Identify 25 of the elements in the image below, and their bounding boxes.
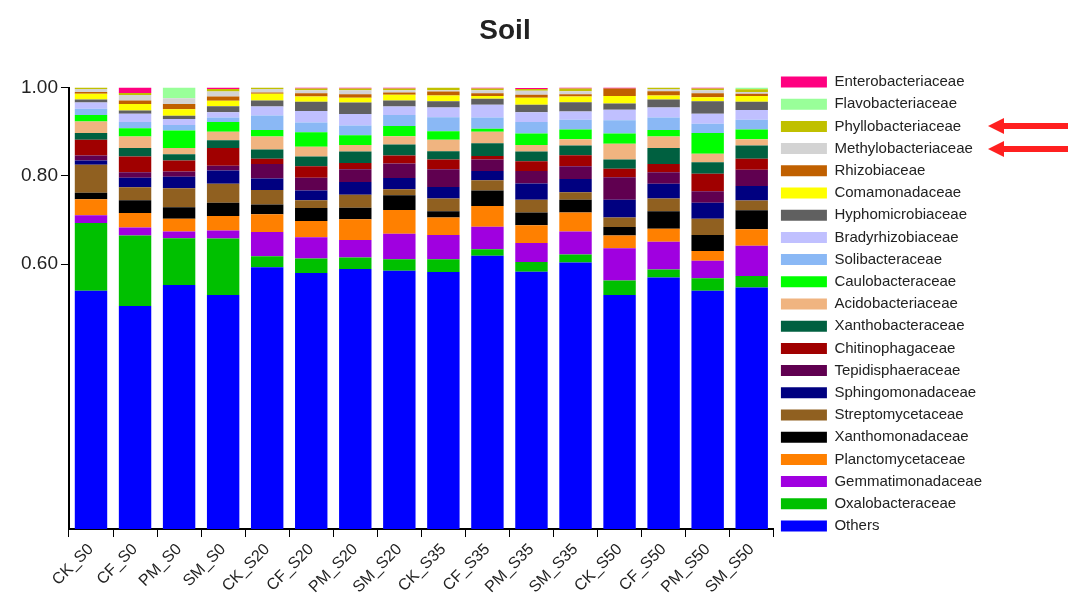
legend-label: Oxalobacteraceae <box>834 493 957 511</box>
y-tick-label: 0.80 <box>21 164 58 186</box>
legend-label: Streptomycetaceae <box>834 405 964 423</box>
legend-label: Others <box>834 516 880 534</box>
y-tick-label: 1.00 <box>21 75 58 97</box>
legend-label: Xanthomonadaceae <box>834 427 969 445</box>
legend-label: Hyphomicrobiaceae <box>834 205 967 223</box>
legend-label: Chitinophagaceae <box>834 338 956 356</box>
legend-label: Caulobacteraceae <box>834 271 957 289</box>
legend-label: Solibacteraceae <box>834 249 942 267</box>
legend-label: Gemmatimonadaceae <box>834 471 982 489</box>
legend-label: Phyllobacteriaceae <box>834 116 962 134</box>
legend-label: Tepidisphaeraceae <box>834 360 961 378</box>
legend-label: Rhizobiaceae <box>834 160 926 178</box>
legend-label: Planctomycetaceae <box>834 449 966 467</box>
legend-label: Enterobacteriaceae <box>834 72 965 90</box>
y-tick-label: 0.60 <box>21 252 58 274</box>
legend-label: Comamonadaceae <box>834 183 962 201</box>
legend-label: Flavobacteriaceae <box>834 94 957 112</box>
chart-title: Soil <box>479 13 531 45</box>
legend-label: Acidobacteriaceae <box>834 294 958 312</box>
legend-label: Methylobacteriaceae <box>834 138 973 156</box>
legend-label: Xanthobacteraceae <box>834 316 965 334</box>
legend-label: Sphingomonadaceae <box>834 382 977 400</box>
legend-label: Bradyrhizobiaceae <box>834 227 959 245</box>
